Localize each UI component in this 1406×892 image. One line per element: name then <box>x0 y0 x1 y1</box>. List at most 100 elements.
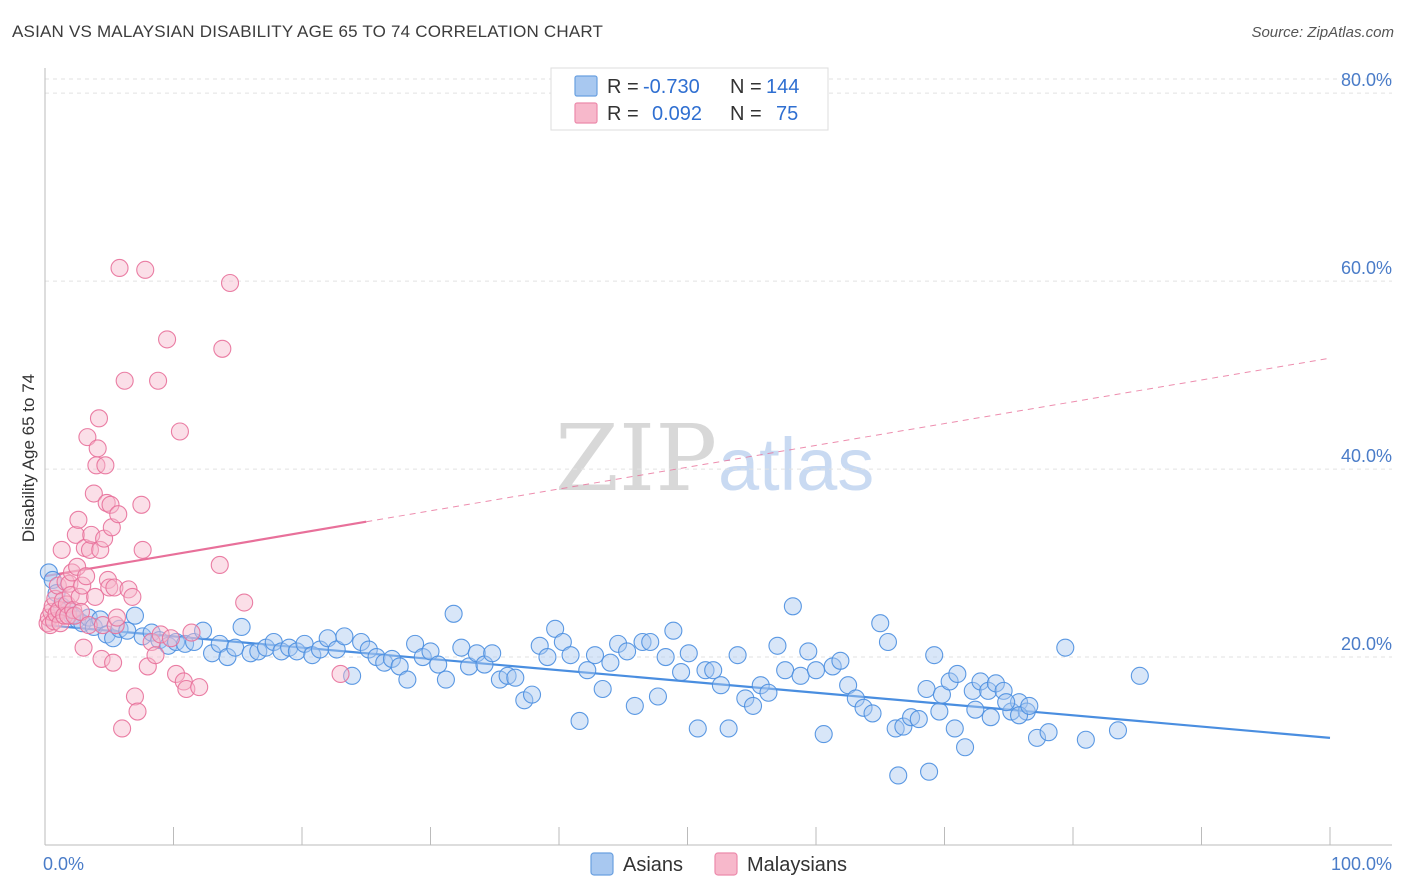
point-asians-82 <box>656 647 675 667</box>
legend-n-label-malaysians: N = <box>730 103 762 125</box>
point-malaysians-81 <box>235 593 254 612</box>
point-asians-77 <box>618 642 637 661</box>
point-asians-56 <box>452 638 471 657</box>
point-asians-75 <box>601 653 620 672</box>
bottom-legend-swatch-asians <box>590 852 614 876</box>
axes <box>44 68 1392 846</box>
point-asians-120 <box>956 738 975 757</box>
point-asians-70 <box>561 646 580 665</box>
point-asians-142 <box>1108 721 1128 740</box>
point-asians-43 <box>352 632 371 652</box>
point-asians-35 <box>287 642 306 661</box>
point-asians-116 <box>925 646 944 665</box>
point-asians-91 <box>728 646 747 665</box>
point-malaysians-35 <box>84 484 103 503</box>
point-malaysians-67 <box>146 646 165 665</box>
point-malaysians-39 <box>89 409 109 428</box>
point-malaysians-82 <box>331 664 350 684</box>
point-malaysians-30 <box>77 567 96 586</box>
point-malaysians-11 <box>52 540 71 559</box>
point-malaysians-32 <box>79 616 98 635</box>
point-asians-143 <box>1130 666 1149 685</box>
point-asians-62 <box>498 666 517 685</box>
point-asians-65 <box>522 685 542 704</box>
point-asians-67 <box>538 647 557 667</box>
point-malaysians-70 <box>158 330 177 349</box>
watermark-atlas: atlas <box>718 423 874 506</box>
point-asians-135 <box>997 693 1016 712</box>
point-asians-121 <box>963 681 982 700</box>
point-asians-102 <box>814 725 833 744</box>
series-legend: Asians Malaysians <box>590 852 847 876</box>
point-asians-93 <box>743 696 763 715</box>
point-malaysians-19 <box>62 563 82 582</box>
point-malaysians-69 <box>151 625 170 644</box>
point-malaysians-41 <box>92 649 111 668</box>
legend-n-value-malaysians: 75 <box>776 103 798 125</box>
point-malaysians-33 <box>80 540 100 559</box>
point-asians-140 <box>1056 638 1075 657</box>
chart-title: ASIAN VS MALAYSIAN DISABILITY AGE 65 TO … <box>12 22 604 41</box>
data-points <box>38 258 1149 785</box>
point-asians-55 <box>444 604 463 623</box>
point-malaysians-36 <box>86 587 105 606</box>
point-asians-114 <box>909 710 928 729</box>
point-malaysians-80 <box>220 273 240 293</box>
point-malaysians-54 <box>109 505 128 524</box>
legend-r-value-asians: -0.730 <box>643 76 700 98</box>
trend-line-malaysians <box>44 520 367 578</box>
watermark: ZIP atlas <box>555 405 874 512</box>
point-malaysians-61 <box>128 702 147 721</box>
point-malaysians-57 <box>115 371 134 390</box>
point-asians-127 <box>1009 693 1029 712</box>
x-tick-label-0: 0.0% <box>43 854 84 874</box>
point-malaysians-27 <box>73 576 92 595</box>
point-asians-131 <box>930 702 949 721</box>
point-malaysians-52 <box>106 616 125 635</box>
point-asians-42 <box>343 666 362 685</box>
point-asians-123 <box>979 681 998 700</box>
point-asians-27 <box>226 638 245 657</box>
point-asians-132 <box>945 719 964 738</box>
legend-swatch-asians <box>574 75 598 97</box>
point-asians-41 <box>335 627 354 646</box>
point-asians-101 <box>806 661 826 680</box>
point-asians-24 <box>203 644 222 663</box>
bottom-legend-label-asians: Asians <box>623 854 683 876</box>
y-axis-label: Disability Age 65 to 74 <box>19 374 38 542</box>
source-label: Source: ZipAtlas.com <box>1251 24 1394 41</box>
legend-r-label-malaysians: R = <box>607 103 639 125</box>
point-malaysians-73 <box>170 422 189 441</box>
point-malaysians-62 <box>132 495 151 514</box>
point-malaysians-28 <box>74 638 93 657</box>
point-malaysians-51 <box>105 578 124 597</box>
point-asians-28 <box>232 617 251 637</box>
trend-lines <box>44 357 1331 739</box>
y-tick-label-40: 40.0% <box>1341 446 1392 466</box>
point-asians-53 <box>429 655 448 674</box>
point-asians-122 <box>971 672 990 691</box>
point-asians-98 <box>783 597 802 616</box>
trend-line-ext-malaysians <box>366 357 1331 523</box>
point-asians-80 <box>641 632 660 652</box>
point-malaysians-60 <box>125 687 144 706</box>
y-tick-label-20: 20.0% <box>1341 634 1392 654</box>
point-asians-85 <box>679 644 698 663</box>
point-malaysians-72 <box>167 664 186 684</box>
point-malaysians-31 <box>78 428 97 447</box>
point-malaysians-59 <box>123 587 142 606</box>
point-asians-74 <box>593 679 612 699</box>
stats-legend: R = -0.730 N = 144 R = 0.092 N = 75 <box>550 67 829 131</box>
point-malaysians-64 <box>136 260 155 279</box>
point-malaysians-48 <box>101 495 120 514</box>
point-malaysians-44 <box>96 456 115 475</box>
point-asians-90 <box>719 719 738 738</box>
point-asians-73 <box>585 646 605 665</box>
grid-lines <box>45 78 1392 658</box>
point-malaysians-68 <box>149 371 168 390</box>
point-malaysians-49 <box>102 518 121 537</box>
point-malaysians-55 <box>110 258 129 278</box>
point-asians-78 <box>625 696 644 715</box>
point-asians-88 <box>704 661 723 680</box>
